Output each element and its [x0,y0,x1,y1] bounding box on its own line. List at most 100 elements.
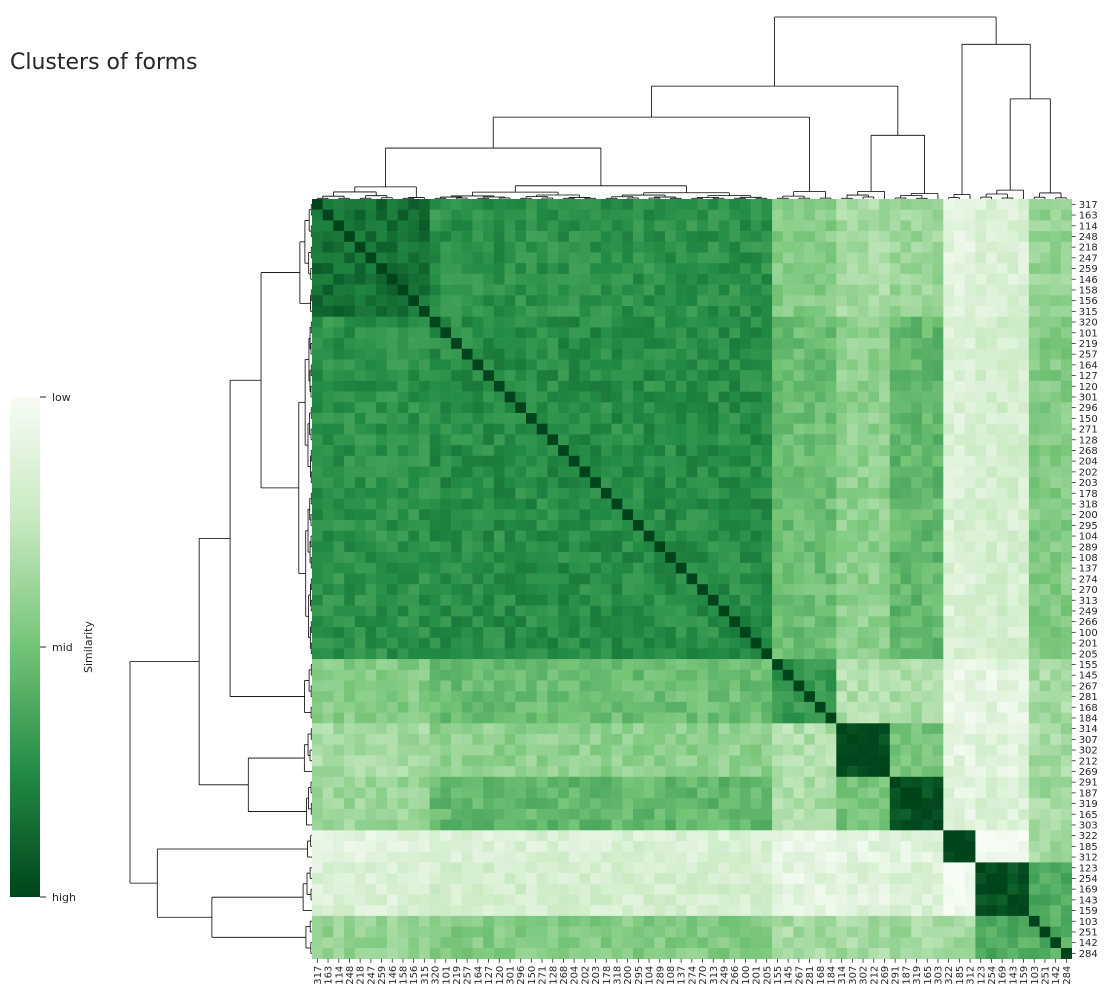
heatmap-cell [1061,541,1072,553]
heatmap-cell [483,712,495,724]
heatmap-cell [419,434,430,446]
heatmap-cell [857,509,869,521]
heatmap-cell [354,616,366,628]
heatmap-cell [536,402,548,414]
heatmap-cell [472,306,484,317]
heatmap-cell [643,819,655,831]
heatmap-cell [386,776,398,788]
heatmap-cell [1061,680,1072,692]
heatmap-cell [322,851,334,863]
heatmap-cell [750,701,762,713]
heatmap-cell [814,830,826,842]
heatmap-cell [847,231,858,243]
heatmap-cell [322,316,334,328]
heatmap-cell [1018,306,1030,317]
heatmap-cell [900,423,912,435]
heatmap-cell [793,862,805,874]
heatmap-cell [365,466,377,478]
heatmap-cell [397,798,409,810]
heatmap-cell [900,380,912,392]
heatmap-cell [986,851,998,863]
heatmap-cell [643,273,655,285]
heatmap-cell [900,680,912,692]
heatmap-cell [804,316,816,328]
heatmap-cell [1018,273,1030,285]
heatmap-cell [911,734,923,745]
heatmap-cell [772,231,784,243]
heatmap-cell [568,477,580,489]
heatmap-cell [986,284,998,296]
heatmap-cell [600,370,612,382]
heatmap-cell [996,744,1008,756]
heatmap-cell [493,359,505,371]
heatmap-cell [579,819,591,831]
heatmap-cell [654,755,666,767]
heatmap-cell [344,423,356,435]
heatmap-cell [461,851,473,863]
heatmap-cell [857,455,869,467]
heatmap-cell [782,776,794,788]
heatmap-cell [633,669,644,681]
heatmap-cell [568,423,580,435]
heatmap-cell [1039,445,1051,457]
heatmap-cell [440,851,452,863]
heatmap-cell [793,338,805,350]
heatmap-cell [344,787,356,799]
heatmap-cell [729,830,741,842]
heatmap-cell [954,691,965,703]
heatmap-cell [1050,231,1062,243]
heatmap-cell [996,830,1008,842]
heatmap-cell [547,445,559,457]
heatmap-cell [429,873,441,885]
heatmap-cell [1018,744,1030,756]
heatmap-cell [675,498,687,510]
heatmap-cell [536,455,548,467]
heatmap-cell [782,808,794,820]
heatmap-cell [312,808,323,820]
heatmap-cell [451,723,463,735]
heatmap-cell [793,680,805,692]
heatmap-cell [665,819,677,831]
heatmap-cell [483,787,495,799]
heatmap-cell [654,552,666,564]
heatmap-cell [1039,487,1051,499]
heatmap-cell [889,252,901,264]
heatmap-cell [547,819,559,831]
heatmap-cell [986,787,998,799]
heatmap-cell [376,573,388,585]
heatmap-cell [707,541,719,553]
heatmap-cell [857,851,869,863]
heatmap-cell [600,541,612,553]
heatmap-cell [911,359,923,371]
heatmap-cell [504,434,516,446]
heatmap-cell [312,220,323,232]
heatmap-cell [312,498,323,510]
heatmap-cell [665,520,677,531]
heatmap-cell [814,391,826,403]
heatmap-cell [419,862,430,874]
heatmap-cell [954,520,965,531]
heatmap-cell [611,883,623,895]
heatmap-cell [526,423,537,435]
heatmap-cell [547,241,559,253]
heatmap-cell [600,413,612,424]
heatmap-cell [536,680,548,692]
heatmap-cell [611,776,623,788]
heatmap-cell [675,306,687,317]
heatmap-cell [408,231,420,243]
heatmap-cell [483,370,495,382]
heatmap-cell [793,669,805,681]
heatmap-cell [515,263,527,275]
heatmap-cell [772,295,784,307]
heatmap-cell [675,316,687,328]
heatmap-cell [707,755,719,767]
heatmap-cell [954,766,965,778]
heatmap-cell [408,744,420,756]
heatmap-cell [814,263,826,275]
heatmap-cell [440,306,452,317]
heatmap-cell [868,851,880,863]
heatmap-cell [943,231,955,243]
heatmap-cell [665,231,677,243]
heatmap-cell [611,723,623,735]
heatmap-cell [558,231,570,243]
